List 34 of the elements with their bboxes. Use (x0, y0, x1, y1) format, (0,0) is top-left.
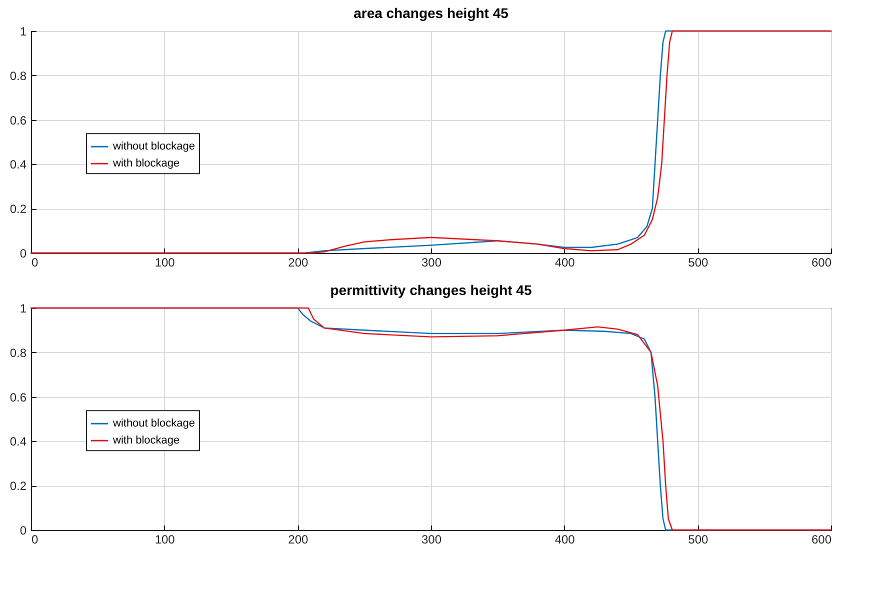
y-tick-label: 1 (20, 302, 27, 316)
legend-label: with blockage (112, 434, 180, 447)
chart-title: permittivity changes height 45 (330, 282, 532, 298)
x-tick-label: 600 (811, 256, 832, 270)
y-tick-label: 1 (20, 24, 27, 38)
line-series (30, 30, 832, 254)
legend-label: with blockage (112, 158, 180, 170)
x-tick-label: 400 (554, 256, 576, 270)
x-tick-label: 0 (32, 256, 38, 270)
x-tick-label: 600 (811, 532, 832, 546)
x-tick-label: 100 (154, 532, 176, 546)
x-tick-label: 200 (288, 256, 308, 270)
y-tick-label: 0.2 (10, 479, 27, 494)
y-tick-label: 0 (20, 246, 27, 260)
x-tick-label: 500 (688, 256, 708, 270)
y-tick-label: 0.2 (10, 202, 27, 216)
y-tick-label: 0.4 (10, 434, 27, 449)
x-tick-label: 500 (688, 532, 708, 546)
y-tick-label: 0.4 (10, 158, 27, 172)
y-tick-label: 0.6 (10, 113, 27, 128)
legend-label: without blockage (112, 140, 195, 153)
y-tick-label: 0 (20, 524, 27, 538)
x-tick-label: 300 (421, 532, 442, 546)
y-tick-label: 0.6 (10, 390, 27, 404)
x-tick-label: 200 (288, 532, 308, 546)
chart-title: area changes height 45 (354, 5, 509, 21)
legend-label: without blockage (112, 418, 195, 430)
x-tick-label: 100 (154, 256, 176, 270)
x-tick-label: 300 (421, 256, 442, 270)
y-tick-label: 0.8 (10, 346, 27, 360)
line-series (30, 307, 832, 531)
y-tick-label: 0.8 (10, 68, 27, 83)
x-tick-label: 0 (32, 532, 38, 546)
x-tick-label: 400 (554, 532, 576, 546)
